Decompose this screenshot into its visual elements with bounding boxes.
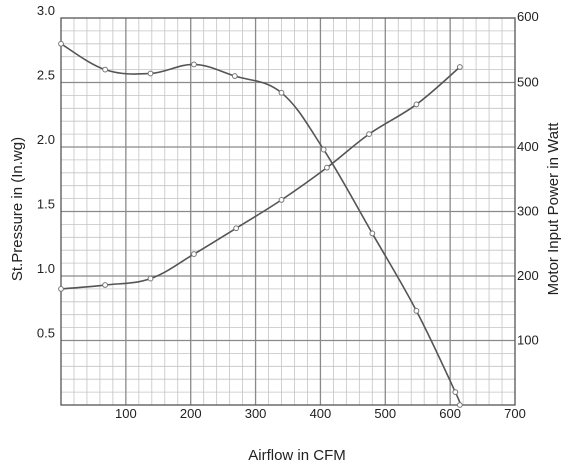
- power-point: [366, 131, 372, 138]
- x-tick-label: 100: [115, 406, 137, 421]
- y-left-tick-label: 1.5: [37, 197, 55, 212]
- pressure-point: [191, 61, 197, 68]
- x-tick-label: 700: [504, 406, 526, 421]
- major-grid: [61, 18, 515, 405]
- x-tick-label: 400: [310, 406, 332, 421]
- y-right-tick-label: 300: [517, 204, 539, 219]
- y-left-tick-label: 2.5: [37, 68, 55, 83]
- series-layer: [58, 40, 463, 408]
- y-right-tick-label: 400: [517, 139, 539, 154]
- x-tick-label: 300: [245, 406, 267, 421]
- y-left-tick-label: 3.0: [37, 3, 55, 18]
- power-point: [413, 101, 420, 108]
- pressure-point: [452, 389, 459, 396]
- y-left-tick-label: 0.5: [37, 326, 55, 341]
- x-tick-labels: 100 200 300 400 500 600 700: [115, 406, 526, 421]
- plot-border: [60, 17, 516, 406]
- power-point: [456, 64, 463, 70]
- pressure-point: [413, 307, 420, 314]
- x-tick-label: 200: [180, 406, 202, 421]
- pressure-point: [231, 73, 238, 79]
- x-axis-label: Airflow in CFM: [248, 447, 346, 463]
- y-left-axis-label: St.Pressure in (In.wg): [9, 137, 26, 281]
- pressure-point: [102, 66, 109, 73]
- y-right-tick-label: 600: [517, 9, 539, 24]
- y-right-axis-label: Motor Input Power in Watt: [545, 122, 561, 296]
- pressure-point: [456, 402, 463, 408]
- power-point: [58, 286, 64, 292]
- power-curve: [60, 66, 461, 290]
- y-right-tick-label: 500: [517, 75, 539, 90]
- x-tick-label: 500: [374, 406, 396, 421]
- pressure-point: [278, 89, 285, 96]
- pressure-point: [320, 146, 327, 153]
- power-point: [147, 275, 154, 282]
- power-point: [191, 251, 197, 257]
- y-left-tick-labels: 3.0 2.5 2.0 1.5 1.0 0.5: [37, 3, 55, 341]
- pressure-point: [369, 230, 376, 237]
- power-point: [324, 164, 330, 171]
- pressure-point: [147, 70, 154, 77]
- pressure-curve: [60, 43, 462, 406]
- plot-frame: [60, 17, 516, 406]
- y-right-tick-label: 200: [517, 268, 539, 283]
- power-point: [102, 282, 109, 288]
- pressure-point: [58, 40, 64, 47]
- power-point: [233, 225, 240, 232]
- x-tick-label: 600: [439, 406, 461, 421]
- power-point: [278, 196, 285, 203]
- y-right-tick-labels: 600 500 400 300 200 100: [517, 9, 539, 348]
- y-right-tick-label: 100: [517, 333, 539, 348]
- y-left-tick-label: 1.0: [37, 261, 55, 276]
- y-left-tick-label: 2.0: [37, 132, 55, 147]
